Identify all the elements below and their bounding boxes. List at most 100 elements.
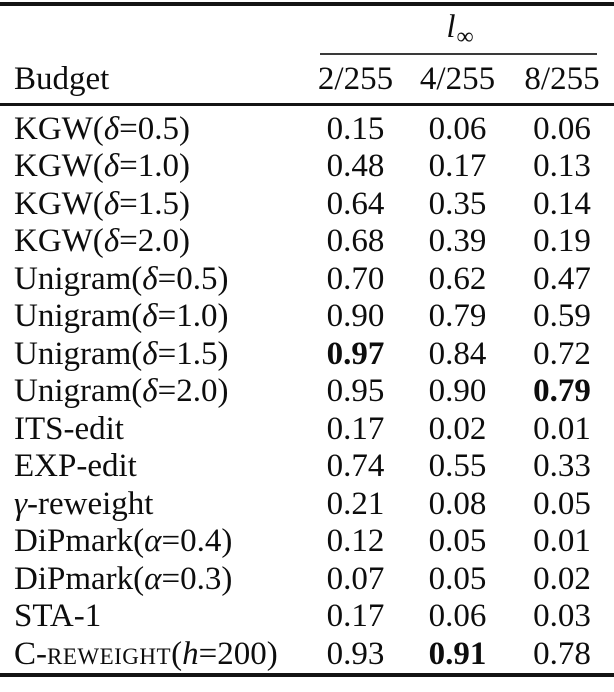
table-row: γ-reweight 0.21 0.08 0.05 [0, 486, 614, 524]
row-label: Unigram(δ=2.0) [0, 375, 306, 408]
table-row: EXP-edit 0.74 0.55 0.33 [0, 448, 614, 486]
value-cell: 0.79 [533, 373, 591, 410]
l-infinity-subscript: ∞ [456, 23, 474, 50]
column-header: 2/255 [317, 60, 394, 97]
value-cell: 0.03 [533, 598, 591, 635]
value-cell: 0.05 [428, 560, 487, 597]
row-label: Unigram(δ=1.5) [0, 335, 306, 372]
value-cell: 0.72 [533, 335, 591, 372]
value-cell: 0.55 [428, 448, 487, 485]
row-label-part: =1.0) [119, 148, 191, 185]
table-row: ITS-edit 0.17 0.02 0.01 [0, 411, 614, 449]
row-label-part: -reweight [27, 485, 154, 522]
table-bottom-rule [0, 673, 614, 677]
value-cell: 0.06 [428, 598, 487, 635]
row-label-part: Unigram( [14, 335, 143, 372]
row-label: KGW(δ=1.5) [0, 185, 306, 222]
row-label-part: =0.4) [161, 523, 233, 560]
row-label-part: EXP-edit [14, 448, 137, 485]
header-bottom-rule [0, 103, 614, 106]
value-cell: 0.12 [326, 523, 385, 560]
value-cell: 0.05 [533, 485, 591, 522]
row-label-part: =1.0) [157, 298, 229, 335]
table-top-rule [0, 2, 614, 6]
cmidrule [320, 53, 597, 55]
value-cell: 0.47 [533, 260, 591, 297]
row-label-part: KGW( [14, 110, 104, 147]
row-label-part: δ [103, 185, 120, 222]
row-label: C-reweight(h=200) [0, 635, 306, 672]
row-label-part: ITS-edit [14, 410, 124, 447]
value-cell: 0.08 [428, 485, 487, 522]
row-label-part: =1.5) [157, 335, 229, 372]
value-cell: 0.06 [428, 110, 487, 147]
l-infinity-base: l [446, 8, 456, 45]
row-label-part: =1.5) [119, 185, 191, 222]
value-cell: 0.17 [326, 598, 385, 635]
value-cell: 0.64 [326, 185, 385, 222]
value-cell: 0.59 [533, 298, 591, 335]
row-label-part: STA-1 [14, 598, 102, 635]
value-cell: 0.01 [533, 410, 591, 447]
table-row: KGW(δ=1.0) 0.48 0.17 0.13 [0, 148, 614, 186]
row-label-part: KGW( [14, 148, 104, 185]
column-header: 4/255 [419, 60, 496, 97]
column-header-row: Budget 2/255 4/255 8/255 [0, 55, 614, 103]
value-cell: 0.17 [326, 410, 385, 447]
table-row: DiPmark(α=0.3) 0.07 0.05 0.02 [0, 561, 614, 599]
row-label-part: =200) [198, 635, 278, 672]
value-cell: 0.21 [326, 485, 385, 522]
row-label-part: C- [14, 635, 47, 672]
value-cell: 0.62 [428, 260, 487, 297]
table-row: KGW(δ=1.5) 0.64 0.35 0.14 [0, 186, 614, 224]
row-label-part: =2.0) [157, 373, 229, 410]
row-label-part: DiPmark( [14, 523, 145, 560]
row-label: KGW(δ=1.0) [0, 150, 306, 183]
value-cell: 0.90 [326, 298, 385, 335]
row-label-part: α [144, 523, 162, 560]
cmidrule-row [0, 53, 614, 55]
results-table: l∞ Budget 2/255 4/255 8/255 KGW(δ=0.5) 0.… [0, 2, 614, 677]
value-cell: 0.02 [533, 560, 591, 597]
row-label-part: Unigram( [14, 260, 143, 297]
value-cell: 0.13 [533, 148, 591, 185]
row-label-part: =2.0) [119, 223, 191, 260]
value-cell: 0.17 [428, 148, 487, 185]
row-label: Unigram(δ=1.0) [0, 300, 306, 333]
row-label-part: α [144, 560, 162, 597]
value-cell: 0.93 [326, 635, 385, 672]
value-cell: 0.84 [428, 335, 487, 372]
value-cell: 0.48 [326, 148, 385, 185]
table-row: Unigram(δ=1.0) 0.90 0.79 0.59 [0, 298, 614, 336]
row-label-part: γ [14, 485, 28, 522]
row-label-part: δ [142, 298, 158, 335]
value-cell: 0.02 [428, 410, 487, 447]
value-cell: 0.15 [326, 110, 385, 147]
table-row: KGW(δ=0.5) 0.15 0.06 0.06 [0, 111, 614, 149]
value-cell: 0.70 [326, 260, 385, 297]
row-label-part: =0.5) [119, 110, 191, 147]
row-label-part: KGW( [14, 185, 104, 222]
value-cell: 0.68 [326, 223, 385, 260]
group-header-l-infinity: l∞ [306, 9, 614, 51]
row-label-part: δ [142, 335, 158, 372]
value-cell: 0.90 [428, 373, 487, 410]
row-label: KGW(δ=0.5) [0, 110, 306, 147]
row-label: DiPmark(α=0.4) [0, 525, 306, 558]
value-cell: 0.91 [428, 635, 487, 672]
row-label-part: δ [103, 110, 120, 147]
row-label-part: DiPmark( [14, 560, 145, 597]
row-label-part: KGW( [14, 223, 104, 260]
row-label: DiPmark(α=0.3) [0, 560, 306, 597]
value-cell: 0.97 [326, 335, 385, 372]
row-label-part: Unigram( [14, 298, 143, 335]
stub-header: Budget [14, 60, 110, 97]
table-row: Unigram(δ=0.5) 0.70 0.62 0.47 [0, 261, 614, 299]
row-label: STA-1 [0, 600, 306, 633]
row-label: EXP-edit [0, 450, 306, 483]
value-cell: 0.05 [428, 523, 487, 560]
row-label-part: =0.5) [157, 260, 229, 297]
table-row: KGW(δ=2.0) 0.68 0.39 0.19 [0, 223, 614, 261]
row-label-part: =0.3) [161, 560, 233, 597]
